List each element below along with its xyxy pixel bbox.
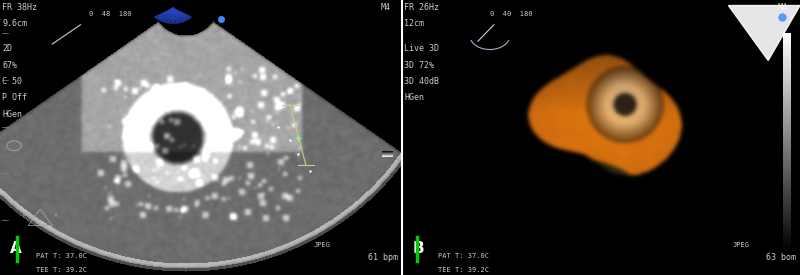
Text: 61 bpm: 61 bpm bbox=[368, 253, 398, 262]
Text: 9.6cm: 9.6cm bbox=[2, 19, 27, 28]
Text: HGen: HGen bbox=[404, 94, 424, 103]
Text: M4: M4 bbox=[778, 3, 788, 12]
Text: TEE T: 39.2C: TEE T: 39.2C bbox=[438, 267, 489, 273]
Text: P Off: P Off bbox=[2, 94, 27, 103]
Text: JPEG: JPEG bbox=[314, 242, 331, 248]
Text: TEE T: 39.2C: TEE T: 39.2C bbox=[36, 267, 87, 273]
Polygon shape bbox=[729, 6, 800, 60]
Text: 12cm: 12cm bbox=[404, 19, 424, 28]
Text: PAT T: 37.0C: PAT T: 37.0C bbox=[438, 253, 489, 259]
Text: 3D 72%: 3D 72% bbox=[404, 60, 434, 70]
Text: A: A bbox=[10, 241, 22, 256]
Text: Live 3D: Live 3D bbox=[404, 44, 439, 53]
Text: B: B bbox=[412, 241, 424, 256]
Text: PAT T: 37.0C: PAT T: 37.0C bbox=[36, 253, 87, 259]
Text: FR 38Hz: FR 38Hz bbox=[2, 3, 37, 12]
Text: P: P bbox=[23, 213, 26, 218]
Text: A: A bbox=[54, 213, 58, 218]
Text: C 50: C 50 bbox=[2, 77, 22, 86]
Text: 67%: 67% bbox=[2, 60, 17, 70]
Text: 0  48  180: 0 48 180 bbox=[89, 11, 131, 17]
Text: JPEG: JPEG bbox=[733, 242, 750, 248]
Text: 0  40  180: 0 40 180 bbox=[490, 11, 532, 17]
Text: FR 26Hz: FR 26Hz bbox=[404, 3, 439, 12]
Text: 63 bom: 63 bom bbox=[766, 253, 796, 262]
Text: 3D 40dB: 3D 40dB bbox=[404, 77, 439, 86]
Text: HGen: HGen bbox=[2, 110, 22, 119]
Text: 2D: 2D bbox=[2, 44, 12, 53]
Text: M4: M4 bbox=[380, 3, 390, 12]
